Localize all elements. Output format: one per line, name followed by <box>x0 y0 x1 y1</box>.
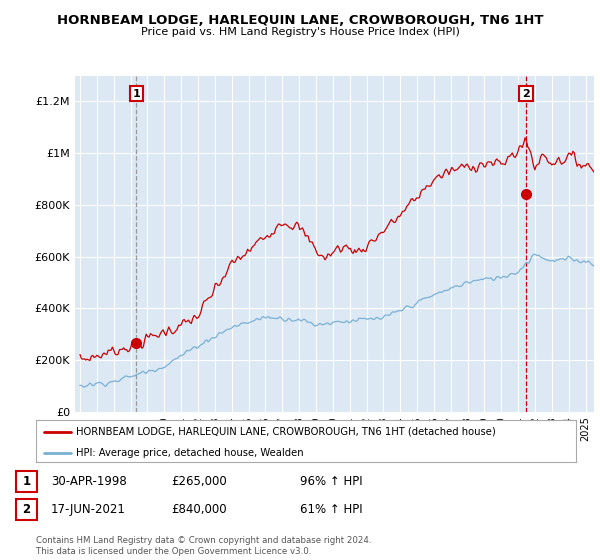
Text: HPI: Average price, detached house, Wealden: HPI: Average price, detached house, Weal… <box>77 448 304 458</box>
Text: 30-APR-1998: 30-APR-1998 <box>51 475 127 488</box>
Text: HORNBEAM LODGE, HARLEQUIN LANE, CROWBOROUGH, TN6 1HT (detached house): HORNBEAM LODGE, HARLEQUIN LANE, CROWBORO… <box>77 427 496 437</box>
Text: 2: 2 <box>522 88 530 99</box>
Text: £840,000: £840,000 <box>171 503 227 516</box>
Text: 2: 2 <box>22 503 31 516</box>
Text: 61% ↑ HPI: 61% ↑ HPI <box>300 503 362 516</box>
Text: Price paid vs. HM Land Registry's House Price Index (HPI): Price paid vs. HM Land Registry's House … <box>140 27 460 37</box>
Text: 1: 1 <box>132 88 140 99</box>
Text: £265,000: £265,000 <box>171 475 227 488</box>
Text: 1: 1 <box>22 475 31 488</box>
Text: Contains HM Land Registry data © Crown copyright and database right 2024.
This d: Contains HM Land Registry data © Crown c… <box>36 536 371 556</box>
Text: HORNBEAM LODGE, HARLEQUIN LANE, CROWBOROUGH, TN6 1HT: HORNBEAM LODGE, HARLEQUIN LANE, CROWBORO… <box>57 14 543 27</box>
Text: 17-JUN-2021: 17-JUN-2021 <box>51 503 126 516</box>
Text: 96% ↑ HPI: 96% ↑ HPI <box>300 475 362 488</box>
